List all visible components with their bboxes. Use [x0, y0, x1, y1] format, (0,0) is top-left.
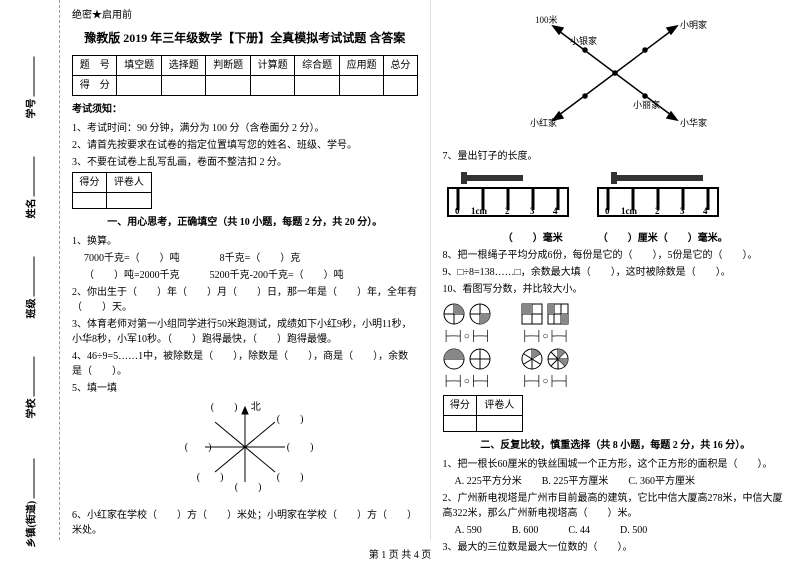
section1-title: 一、用心思考，正确填空（共 10 小题，每题 2 分，共 20 分）。: [72, 215, 418, 230]
q5: 5、填一填: [72, 381, 418, 396]
right-column: 100米 小银家 小明家 小红家 小丽家 小华家 7、量出钉子的长度。 0 1c…: [431, 0, 800, 540]
compass-diagram: 北 ( ) ( ) ( ) ( ) ( ) ( ) ( ): [185, 402, 305, 502]
notice-item: 3、不要在试卷上乱写乱画，卷面不整洁扣 2 分。: [72, 155, 418, 170]
exam-title: 豫教版 2019 年三年级数学【下册】全真模拟考试试题 含答案: [72, 29, 418, 47]
th: 题 号: [73, 56, 117, 76]
q10: 10、看图写分数，并比较大小。: [443, 282, 789, 297]
section2-title: 二、反复比较，慎重选择（共 8 小题，每题 2 分，共 16 分）。: [443, 438, 789, 453]
notice-item: 2、请首先按要求在试卷的指定位置填写您的姓名、班级、学号。: [72, 138, 418, 153]
q4: 4、46÷9=5……1中，被除数是（ ），除数是（ ），商是（ ），余数是（ ）…: [72, 349, 418, 379]
svg-text:小红家: 小红家: [530, 117, 557, 128]
q6: 6、小红家在学校（ ）方（ ）米处；小明家在学校（ ）方（ ）米处。: [72, 508, 418, 538]
section-score-box: 得分评卷人: [443, 395, 523, 432]
q1: 1、换算。: [72, 234, 418, 249]
svg-text:0: 0: [455, 206, 460, 216]
svg-text:3: 3: [680, 206, 685, 216]
svg-text:100米: 100米: [535, 14, 558, 25]
ruler-answer: （ ）毫米 （ ）厘米（ ）毫米。: [443, 231, 789, 246]
th: 判断题: [206, 56, 250, 76]
notice-item: 1、考试时间：90 分钟，满分为 100 分（含卷面分 2 分）。: [72, 121, 418, 136]
ruler-2: 0 1cm 2 3 4: [593, 170, 723, 220]
bind-label: 学号: [27, 99, 38, 119]
cross-diagram: 100米 小银家 小明家 小红家 小丽家 小华家: [443, 8, 789, 143]
svg-text:小银家: 小银家: [570, 35, 597, 46]
svg-text:1cm: 1cm: [471, 206, 487, 216]
section-score-box: 得分评卷人: [72, 172, 152, 209]
th: 计算题: [250, 56, 294, 76]
svg-text:2: 2: [655, 206, 660, 216]
left-column: 绝密★启用前 豫教版 2019 年三年级数学【下册】全真模拟考试试题 含答案 题…: [60, 0, 431, 540]
s2q1: 1、把一根长60厘米的铁丝围城一个正方形，这个正方形的面积是（ ）。: [443, 457, 789, 472]
svg-text:2: 2: [505, 206, 510, 216]
notice-title: 考试须知：: [72, 102, 418, 117]
ruler-row: 0 1cm 2 3 4 0 1cm 2 3 4: [443, 170, 789, 225]
svg-text:小华家: 小华家: [680, 117, 707, 128]
bind-label: 乡镇(街道): [27, 501, 38, 548]
q3: 3、体育老师对第一小组同学进行50米跑测试，成绩如下小红9秒，小明11秒，小华8…: [72, 317, 418, 347]
th: 总分: [384, 56, 417, 76]
secret-mark: 绝密★启用前: [72, 8, 418, 23]
th: 选择题: [161, 56, 205, 76]
bind-label: 班级: [27, 299, 38, 319]
q8: 8、把一根绳子平均分成6份，每份是它的（ ），5份是它的（ ）。: [443, 248, 789, 263]
north-label: 北: [251, 400, 261, 415]
svg-text:4: 4: [553, 206, 558, 216]
s2q1opts: A. 225平方分米 B. 225平方厘米 C. 360平方厘米: [455, 474, 789, 489]
td: 得 分: [73, 76, 117, 96]
binding-margin: 乡镇(街道) 学校 班级 姓名 学号: [0, 0, 60, 540]
svg-text:小丽家: 小丽家: [633, 99, 660, 110]
th: 填空题: [117, 56, 161, 76]
q2: 2、你出生于（ ）年（ ）月（ ）日，那一年是（ ）年，全年有（ ）天。: [72, 285, 418, 315]
svg-text:3: 3: [530, 206, 535, 216]
q1a: 7000千克=（ ）吨 8千克=（ ）克: [84, 251, 418, 266]
bind-label: 姓名: [27, 199, 38, 219]
q1b: （ ）吨=2000千克 5200千克-200千克=（ ）吨: [84, 268, 418, 283]
svg-text:0: 0: [605, 206, 610, 216]
svg-text:1cm: 1cm: [621, 206, 637, 216]
svg-text:小明家: 小明家: [680, 19, 707, 30]
score-table: 题 号 填空题 选择题 判断题 计算题 综合题 应用题 总分 得 分: [72, 55, 418, 96]
th: 综合题: [295, 56, 339, 76]
bind-label: 学校: [27, 399, 38, 419]
ruler-1: 0 1cm 2 3 4: [443, 170, 573, 220]
s2q2: 2、广州新电视塔是广州市目前最高的建筑，它比中信大厦高278米，中信大厦高322…: [443, 491, 789, 521]
th: 应用题: [339, 56, 383, 76]
q7: 7、量出钉子的长度。: [443, 149, 789, 164]
fraction-shapes: ├─┤○├─┤ ├─┤○├─┤ ├─┤○├─┤ ├─┤○├─┤: [443, 303, 789, 389]
q9: 9、□÷8=138……□，余数最大填（ ），这时被除数是（ ）。: [443, 265, 789, 280]
s2q2opts: A. 590 B. 600 C. 44 D. 500: [455, 523, 789, 538]
page-footer: 第 1 页 共 4 页: [0, 546, 800, 561]
svg-text:4: 4: [703, 206, 708, 216]
